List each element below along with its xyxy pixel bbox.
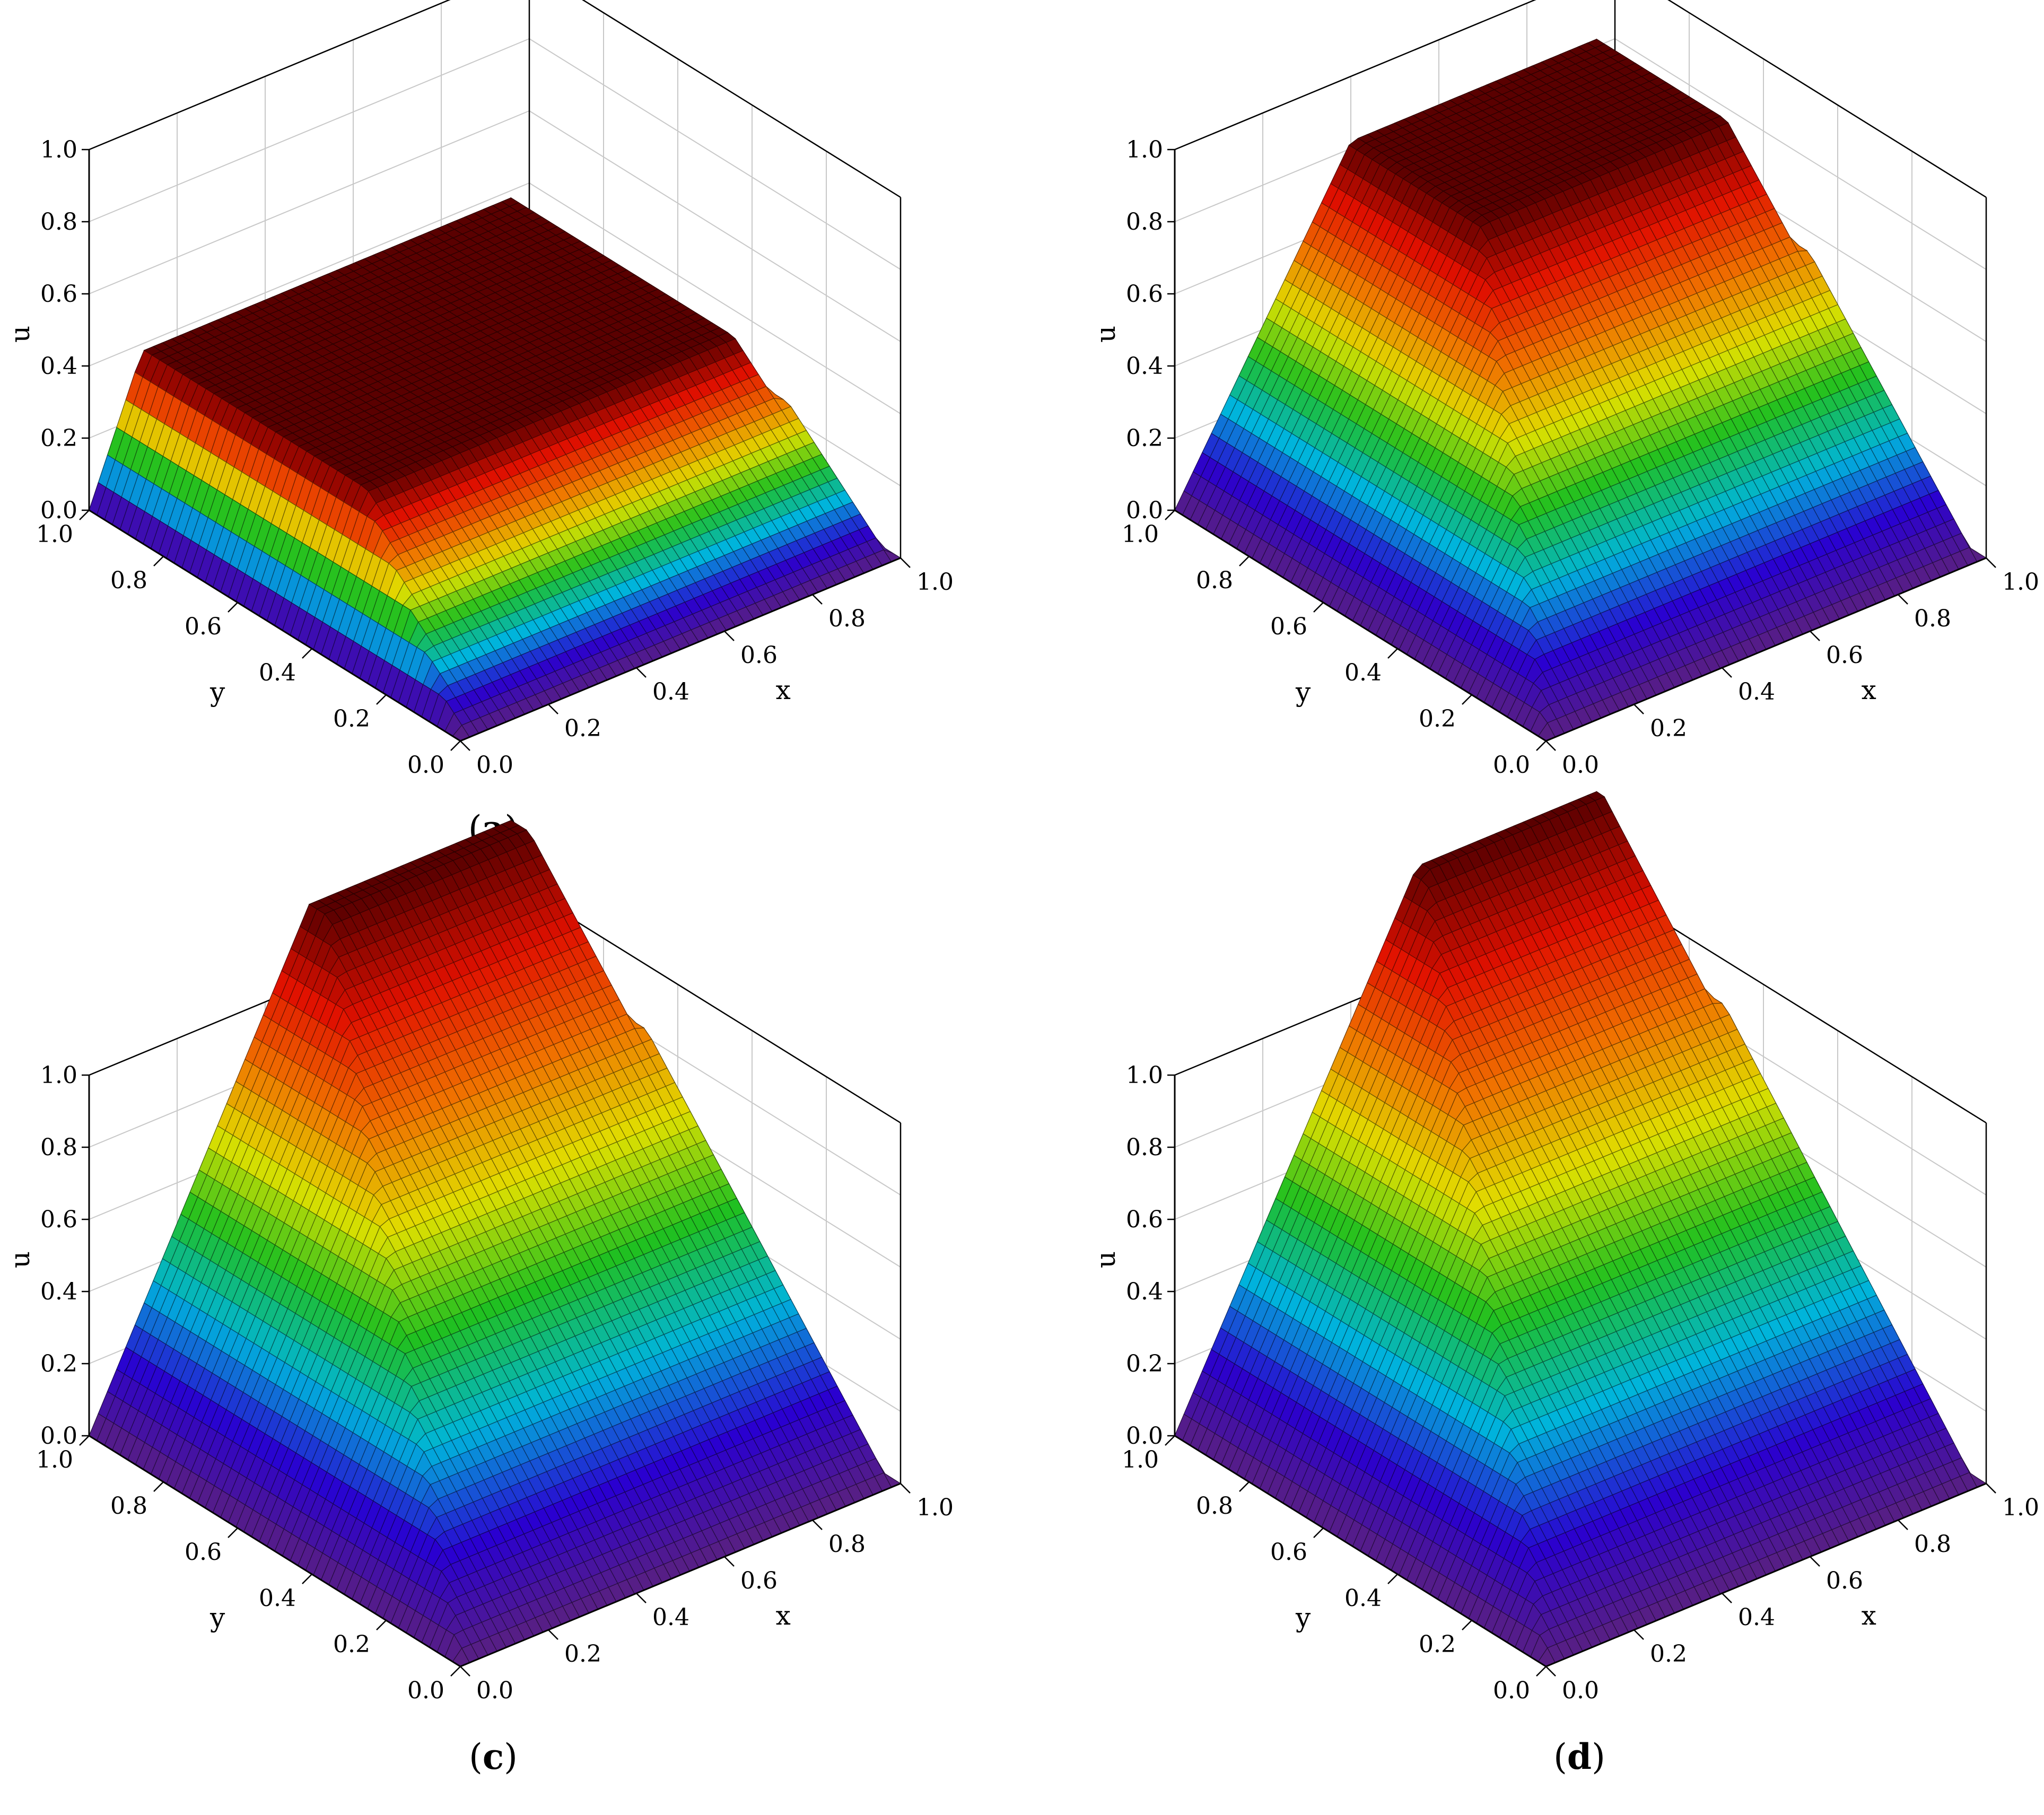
grid-line — [529, 110, 901, 342]
z-tick-label: 0.4 — [1126, 353, 1163, 380]
y-tick-label: 0.2 — [333, 705, 370, 732]
chart-panel-b: 0.00.20.40.60.81.00.00.20.40.60.81.00.00… — [1090, 0, 2039, 849]
z-tick-label: 0.8 — [40, 208, 77, 235]
x-tick-mark — [1634, 704, 1644, 714]
y-tick-mark — [1536, 740, 1547, 751]
y-tick-label: 0.8 — [110, 567, 147, 594]
y-tick-mark — [376, 694, 387, 705]
y-tick-label: 0.8 — [1196, 567, 1233, 594]
x-tick-label: 1.0 — [2002, 569, 2039, 596]
x-tick-label: 0.8 — [1914, 605, 1951, 632]
y-tick-label: 0.4 — [1344, 659, 1382, 686]
x-tick-mark — [460, 740, 470, 751]
y-tick-mark — [450, 740, 461, 751]
grid-line — [89, 110, 530, 294]
z-tick-label: 0.6 — [1126, 281, 1163, 308]
y-tick-label: 0.6 — [1270, 613, 1307, 640]
x-tick-label: 0.4 — [1738, 678, 1775, 705]
y-tick-label: 0.0 — [1493, 752, 1530, 779]
y-tick-label: 0.2 — [1419, 705, 1456, 732]
chart-panel-a: 0.00.20.40.60.81.00.00.20.40.60.81.00.00… — [5, 0, 954, 849]
y-tick-label: 1.0 — [1122, 521, 1159, 548]
x-tick-label: 0.6 — [1826, 642, 1863, 669]
box-edge — [582, 0, 901, 198]
x-tick-mark — [900, 557, 911, 568]
z-tick-label: 1.0 — [1126, 136, 1163, 163]
z-axis-label: u — [5, 326, 36, 343]
y-tick-mark — [1239, 556, 1250, 566]
x-tick-mark — [636, 667, 647, 678]
chart-panel-c: 0.00.20.40.60.81.00.00.20.40.60.81.00.00… — [5, 819, 954, 1777]
x-tick-mark — [724, 631, 735, 641]
y-tick-label: 0.4 — [259, 659, 296, 686]
y-tick-label: 1.0 — [36, 521, 73, 548]
x-tick-mark — [1986, 557, 1996, 568]
grid-line — [529, 182, 901, 414]
y-tick-mark — [79, 510, 90, 520]
x-tick-label: 0.6 — [740, 642, 778, 669]
grid-line — [89, 38, 530, 222]
x-tick-label: 1.0 — [916, 569, 954, 596]
z-tick-label: 0.0 — [40, 497, 77, 524]
y-tick-mark — [1387, 648, 1398, 659]
x-tick-mark — [548, 704, 558, 714]
y-tick-mark — [228, 602, 238, 613]
x-tick-mark — [812, 594, 823, 605]
z-tick-label: 0.8 — [1126, 208, 1163, 235]
z-tick-label: 0.6 — [40, 281, 77, 308]
z-tick-label: 0.2 — [40, 425, 77, 452]
surface — [89, 197, 902, 741]
x-tick-mark — [1722, 667, 1732, 678]
x-axis-label: x — [1862, 675, 1876, 705]
y-tick-mark — [153, 556, 164, 566]
z-tick-label: 0.0 — [1126, 497, 1163, 524]
x-axis-label: x — [776, 675, 791, 705]
y-tick-label: 0.0 — [407, 752, 444, 779]
y-axis-label: y — [209, 677, 225, 708]
grid-line — [529, 38, 901, 270]
y-tick-mark — [302, 648, 312, 659]
x-tick-label: 0.2 — [1650, 715, 1687, 742]
x-tick-mark — [1898, 594, 1908, 605]
x-tick-mark — [1810, 631, 1820, 641]
box-edge — [89, 0, 451, 151]
z-tick-label: 1.0 — [40, 136, 77, 163]
y-axis-label: y — [1295, 677, 1311, 708]
y-tick-mark — [1313, 602, 1324, 613]
z-axis-label: u — [1090, 326, 1121, 343]
z-tick-label: 0.4 — [40, 353, 77, 380]
x-tick-label: 0.0 — [476, 752, 513, 779]
x-tick-label: 0.4 — [652, 678, 689, 705]
x-tick-label: 0.2 — [564, 715, 601, 742]
y-tick-mark — [1165, 510, 1175, 520]
x-tick-label: 0.0 — [1562, 752, 1599, 779]
z-tick-label: 0.2 — [1126, 425, 1163, 452]
x-tick-mark — [1545, 740, 1556, 751]
grid-line — [582, 0, 901, 198]
x-tick-label: 0.8 — [828, 605, 866, 632]
grid-line — [89, 0, 451, 150]
grid-line — [89, 182, 530, 367]
y-tick-mark — [1462, 694, 1472, 705]
y-tick-label: 0.6 — [185, 613, 222, 640]
